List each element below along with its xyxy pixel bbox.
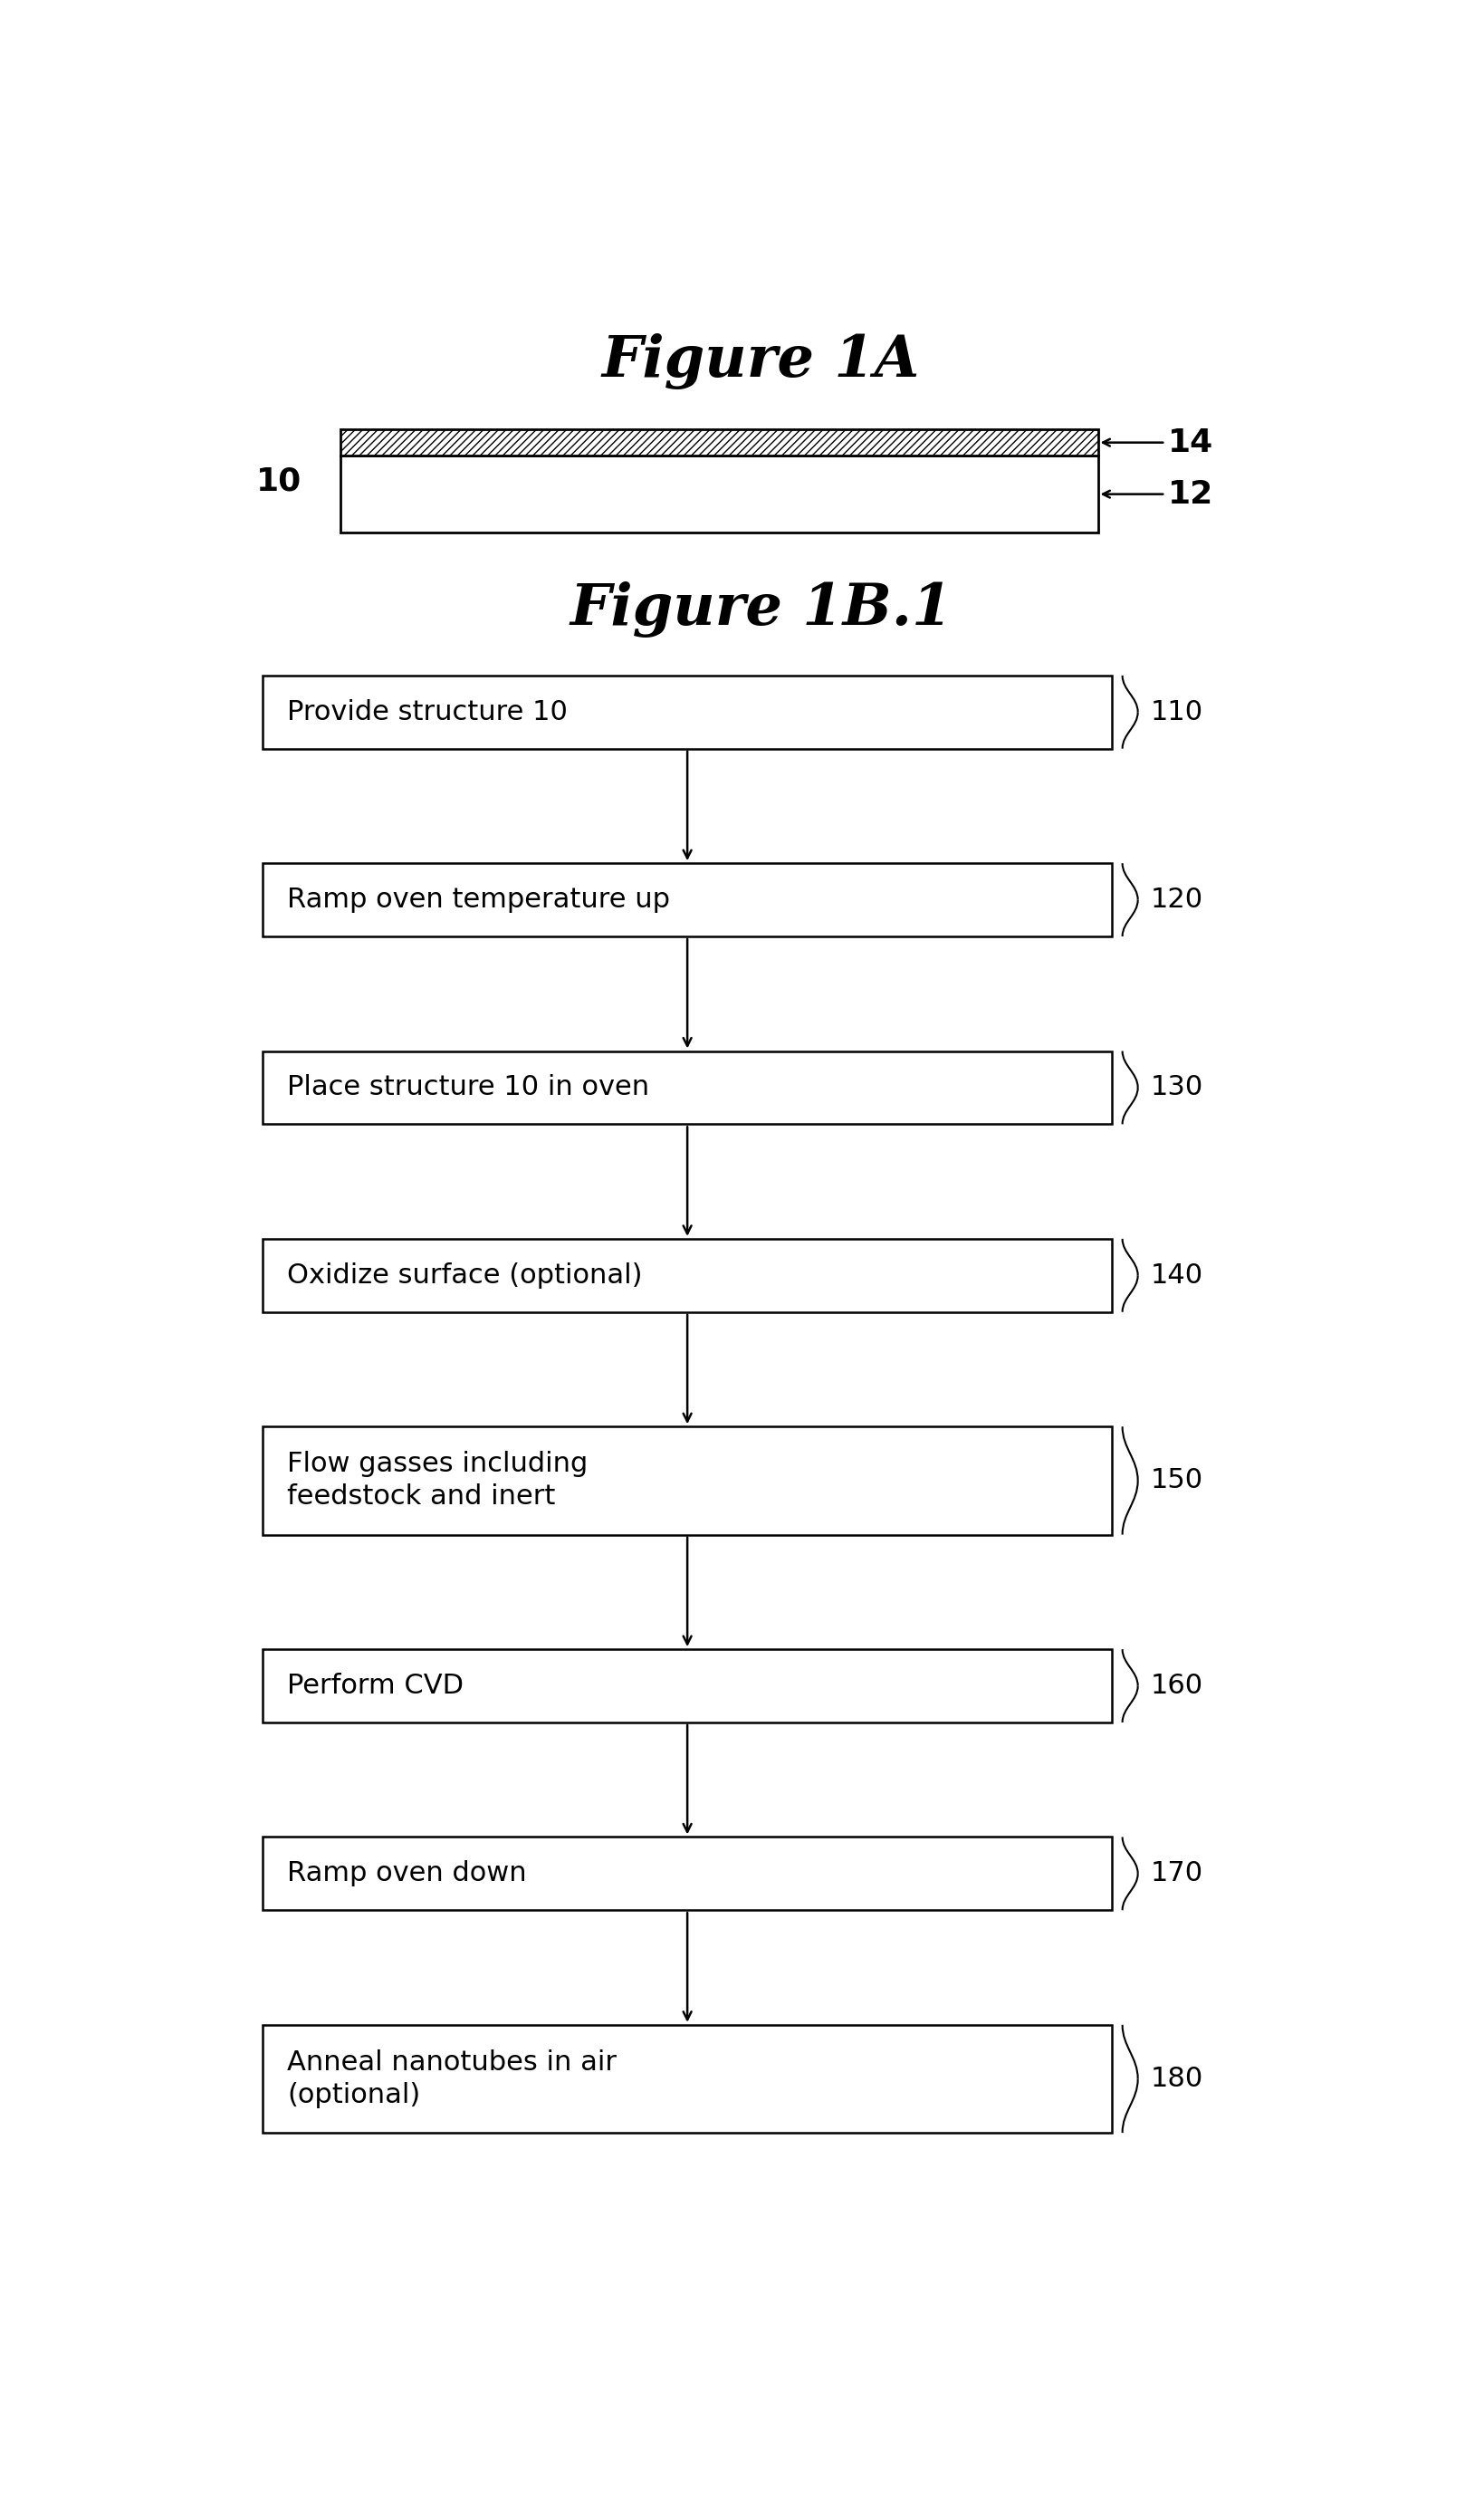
FancyBboxPatch shape xyxy=(340,455,1097,533)
Text: 170: 170 xyxy=(1150,1860,1202,1886)
Text: 130: 130 xyxy=(1150,1073,1202,1101)
FancyBboxPatch shape xyxy=(263,862,1112,935)
Text: Flow gasses including
feedstock and inert: Flow gasses including feedstock and iner… xyxy=(288,1451,588,1511)
Text: 140: 140 xyxy=(1150,1262,1202,1290)
FancyBboxPatch shape xyxy=(263,1051,1112,1124)
Text: Ramp oven temperature up: Ramp oven temperature up xyxy=(288,887,669,913)
Text: Ramp oven down: Ramp oven down xyxy=(288,1860,527,1886)
FancyBboxPatch shape xyxy=(263,1649,1112,1722)
Text: 120: 120 xyxy=(1150,887,1202,913)
Text: Anneal nanotubes in air
(optional): Anneal nanotubes in air (optional) xyxy=(288,2049,616,2109)
Text: Figure 1B.1: Figure 1B.1 xyxy=(570,581,951,636)
Text: Provide structure 10: Provide structure 10 xyxy=(288,699,567,724)
Text: 12: 12 xyxy=(1103,478,1212,510)
Text: Place structure 10 in oven: Place structure 10 in oven xyxy=(288,1073,650,1101)
Text: 160: 160 xyxy=(1150,1672,1202,1699)
Text: 10: 10 xyxy=(255,465,301,495)
Text: 14: 14 xyxy=(1103,427,1212,458)
Text: 110: 110 xyxy=(1150,699,1202,724)
Text: 150: 150 xyxy=(1150,1468,1202,1493)
Text: Perform CVD: Perform CVD xyxy=(288,1672,463,1699)
FancyBboxPatch shape xyxy=(263,2024,1112,2132)
FancyBboxPatch shape xyxy=(263,1425,1112,1534)
FancyBboxPatch shape xyxy=(340,430,1097,455)
Text: 180: 180 xyxy=(1150,2067,1202,2092)
FancyBboxPatch shape xyxy=(263,1239,1112,1312)
Text: Figure 1A: Figure 1A xyxy=(601,334,920,390)
FancyBboxPatch shape xyxy=(263,676,1112,749)
Text: Oxidize surface (optional): Oxidize surface (optional) xyxy=(288,1262,643,1290)
FancyBboxPatch shape xyxy=(263,1838,1112,1911)
